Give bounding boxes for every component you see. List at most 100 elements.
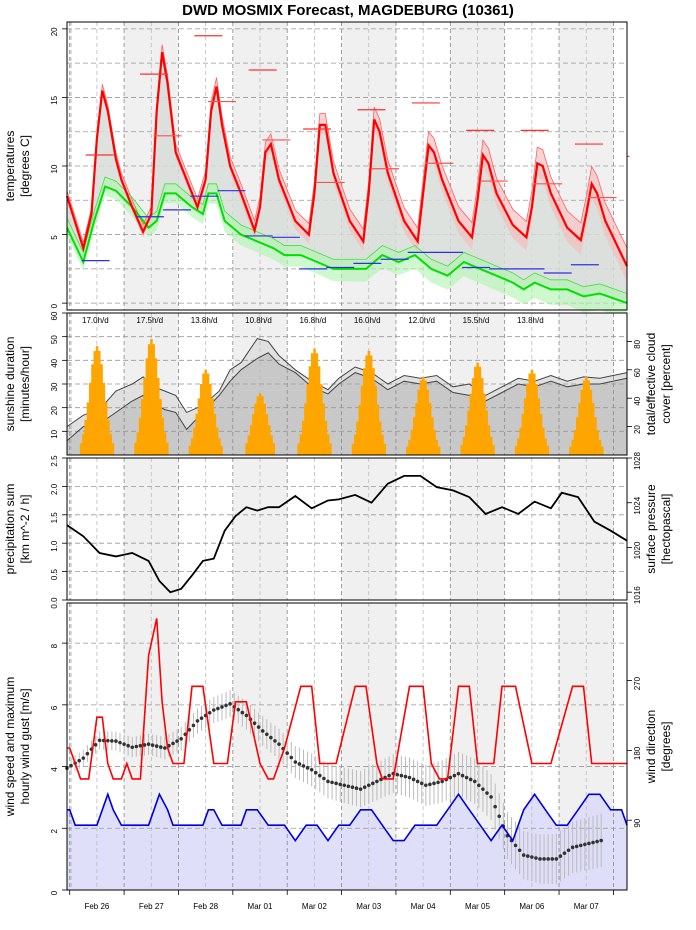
sunshine-bar: [367, 350, 371, 455]
sunshine-bar: [199, 383, 203, 455]
wind-direction-point: [220, 705, 224, 709]
sunshine-bar: [378, 421, 382, 455]
sunshine-bar: [272, 443, 276, 455]
sunshine-bar: [576, 417, 579, 455]
sunshine-bar: [433, 429, 436, 455]
sunshine-bar: [109, 433, 112, 455]
sun-right-ytick-label: 40: [633, 396, 642, 405]
wind-direction-point: [546, 857, 550, 861]
temp-ytick-label: 0: [50, 303, 59, 308]
wind-direction-point: [562, 851, 567, 855]
sun-right-ytick-label: 80: [633, 339, 642, 348]
wind-direction-point: [493, 804, 497, 809]
wind-direction-point: [419, 781, 424, 786]
wind-direction-point: [244, 713, 249, 718]
sunshine-bar: [136, 432, 140, 455]
sunshine-bar: [419, 380, 423, 455]
wind-direction-point: [436, 780, 440, 785]
daily-sunshine-label: 13.8h/d: [517, 316, 544, 325]
sunshine-bar: [376, 404, 380, 455]
wind-direction-point: [375, 779, 379, 784]
wind-direction-point: [415, 779, 420, 784]
wind-direction-point: [191, 723, 196, 728]
sunshine-bar: [82, 433, 85, 455]
wind-direction-point: [428, 782, 432, 787]
sunshine-bar: [95, 346, 99, 455]
sunshine-bar: [134, 442, 137, 455]
wind-direction-point: [77, 758, 82, 763]
sunshine-bar: [254, 403, 257, 455]
sunshine-bar: [195, 413, 199, 455]
sunshine-bar: [270, 435, 273, 455]
sunshine-bar: [299, 434, 303, 455]
wind-direction-point: [338, 782, 343, 787]
pres-right-axis-label: [hectopascal]: [659, 494, 673, 565]
sunshine-bar: [256, 396, 260, 455]
sunshine-bar: [215, 427, 219, 455]
sunshine-bar: [426, 389, 430, 455]
sunshine-bar: [360, 385, 364, 455]
sunshine-bar: [431, 417, 434, 455]
temp-ytick-label: 20: [50, 27, 59, 36]
sunshine-bar: [84, 420, 88, 455]
sun-ytick-label: 30: [50, 382, 59, 391]
wind-direction-point: [289, 755, 294, 760]
wind-direction-point: [240, 710, 245, 715]
sunshine-bar: [245, 443, 248, 455]
wind-direction-point: [595, 839, 599, 844]
daily-sunshine-label: 10.8h/d: [245, 316, 272, 325]
sunshine-bar: [306, 384, 310, 455]
sunshine-bar: [145, 358, 149, 455]
daily-sunshine-label: 17.5h/d: [136, 316, 163, 325]
sunshine-bar: [469, 393, 473, 455]
wind-direction-point: [216, 706, 220, 711]
wind-direction-point: [424, 783, 428, 788]
sunshine-bar: [489, 437, 493, 455]
wind-direction-point: [150, 743, 155, 747]
sun-ytick-label: 60: [50, 311, 59, 320]
wind-direction-point: [591, 840, 595, 845]
sunshine-bar: [98, 350, 101, 455]
wind-direction-point: [110, 739, 114, 743]
wind-right-axis-label: [degrees]: [659, 721, 673, 771]
sunshine-bar: [492, 445, 495, 455]
wind-direction-point: [142, 743, 147, 747]
wind-direction-point: [81, 756, 86, 760]
sunshine-bar: [252, 414, 255, 455]
wind-gust-line: [67, 618, 627, 780]
x-tick-label: Mar 04: [411, 902, 436, 911]
sunshine-bar: [326, 434, 330, 455]
sunshine-bar: [351, 443, 355, 455]
sun-ytick-label: 40: [50, 358, 59, 367]
wind-direction-point: [366, 783, 371, 788]
sunshine-bar: [539, 413, 543, 455]
wind-direction-point: [440, 779, 444, 784]
sunshine-bar: [415, 403, 418, 455]
sunshine-bar: [297, 443, 300, 455]
sunshine-bar: [301, 420, 305, 455]
sunshine-bar: [218, 438, 221, 455]
sunshine-bar: [526, 383, 529, 455]
pres-right-ytick-label: 1020: [633, 541, 642, 559]
sun-ytick-label: 10: [50, 429, 59, 438]
wind-direction-point: [578, 843, 583, 848]
wind-direction-point: [285, 751, 289, 755]
sunshine-bar: [354, 434, 357, 455]
wind-direction-point: [69, 763, 73, 768]
sunshine-bar: [582, 380, 586, 455]
sun-axis-label: sunshine duration: [3, 337, 17, 432]
x-tick-label: Mar 01: [248, 902, 273, 911]
sunshine-bar: [542, 427, 545, 455]
sunshine-bar: [324, 420, 328, 455]
wind-direction-point: [265, 732, 269, 737]
wind-right-ytick-label: 90: [633, 818, 642, 827]
wind-direction-point: [130, 745, 135, 750]
wind-direction-point: [472, 779, 477, 784]
sunshine-bar: [206, 373, 210, 455]
sunshine-bar: [476, 362, 479, 455]
sunshine-bar: [460, 445, 464, 455]
wind-direction-point: [534, 856, 538, 860]
wind-ytick-label: 4: [50, 767, 59, 772]
sunshine-bar: [202, 373, 205, 455]
